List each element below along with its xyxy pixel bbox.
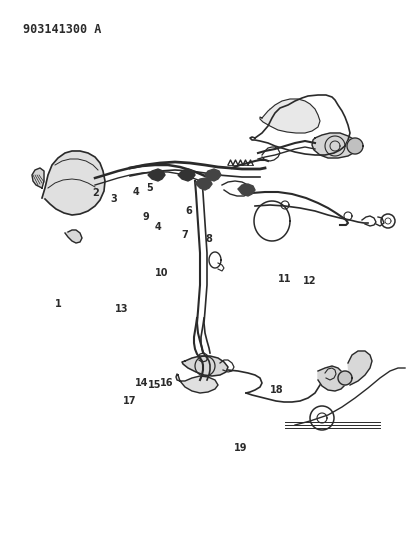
Polygon shape	[148, 169, 165, 181]
Text: 13: 13	[115, 304, 128, 314]
Text: 8: 8	[205, 234, 212, 244]
Polygon shape	[348, 351, 372, 385]
Text: 4: 4	[133, 187, 140, 197]
Polygon shape	[195, 178, 212, 190]
Text: 14: 14	[135, 378, 148, 387]
Text: 16: 16	[160, 378, 173, 387]
Polygon shape	[260, 99, 320, 133]
Text: 12: 12	[303, 277, 317, 286]
Text: 11: 11	[278, 274, 292, 284]
Text: 9: 9	[142, 213, 149, 222]
Polygon shape	[238, 184, 255, 196]
Polygon shape	[176, 374, 218, 393]
Text: 4: 4	[155, 222, 162, 231]
Text: 19: 19	[234, 443, 248, 453]
Polygon shape	[42, 151, 105, 215]
Polygon shape	[178, 169, 195, 181]
Polygon shape	[312, 133, 358, 158]
Polygon shape	[32, 168, 44, 188]
Polygon shape	[182, 356, 228, 376]
Polygon shape	[347, 138, 363, 154]
Polygon shape	[318, 366, 346, 391]
Text: 7: 7	[181, 230, 188, 239]
Text: 6: 6	[185, 206, 192, 215]
Text: 1: 1	[54, 299, 61, 309]
Text: 903141300 A: 903141300 A	[23, 23, 101, 36]
Polygon shape	[338, 371, 352, 385]
Text: 10: 10	[155, 268, 168, 278]
Polygon shape	[205, 169, 221, 181]
Text: 15: 15	[147, 380, 161, 390]
Text: 17: 17	[123, 396, 137, 406]
Text: 2: 2	[92, 189, 99, 198]
Text: 18: 18	[270, 385, 283, 395]
Text: 5: 5	[147, 183, 153, 192]
Text: 3: 3	[111, 195, 117, 204]
Polygon shape	[65, 230, 82, 243]
